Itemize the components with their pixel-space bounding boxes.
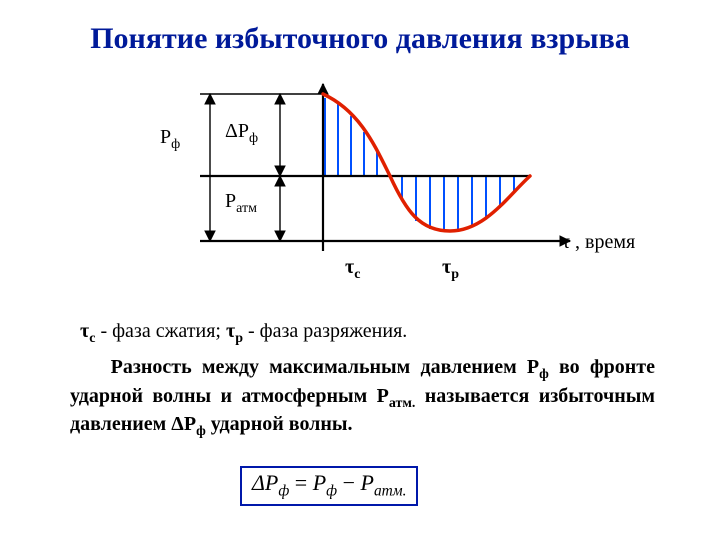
formula-a: P — [313, 470, 326, 495]
formula-lhs: ΔP — [252, 470, 278, 495]
legend-line: τс - фаза сжатия; τр - фаза разряжения. — [80, 320, 640, 347]
formula-b: P — [361, 470, 374, 495]
label-tau-c: τс — [345, 256, 360, 283]
legend-tp-text: - фаза разряжения. — [248, 320, 407, 342]
legend-tc-sub: с — [89, 331, 95, 346]
formula-a-sub: ф — [326, 482, 337, 499]
page-title: Понятие избыточного давления взрыва — [0, 22, 720, 56]
formula-eq: = — [289, 470, 312, 495]
definition-paragraph: Разность между максимальным давлением Рф… — [70, 355, 655, 441]
legend-tp-sub: р — [235, 331, 243, 346]
para-s3: ф — [196, 424, 206, 439]
formula-minus: − — [337, 470, 360, 495]
para-s1: ф — [539, 367, 549, 382]
formula-box: ΔPф = Pф − Pатм. — [240, 466, 418, 506]
formula-lhs-sub: ф — [278, 482, 289, 499]
legend-tc-sym: τ — [80, 320, 89, 342]
para-t1: Разность между максимальным давлением Р — [111, 356, 539, 378]
pressure-diagram: Рф ΔРф Ратм τс τр τ , время — [150, 76, 590, 306]
label-patm: Ратм — [225, 190, 257, 217]
label-delta-pf: ΔРф — [225, 120, 258, 147]
formula-b-sub: атм. — [374, 482, 406, 499]
label-tau-p: τр — [442, 256, 459, 283]
legend-tp-sym: τ — [226, 320, 235, 342]
label-pf: Рф — [160, 126, 180, 153]
para-s2: атм. — [389, 396, 416, 411]
para-t4: ударной волны. — [206, 413, 353, 435]
legend-tc-text: - фаза сжатия; — [100, 320, 226, 342]
label-tau-axis: τ , время — [562, 231, 635, 254]
diagram-svg — [150, 76, 590, 306]
